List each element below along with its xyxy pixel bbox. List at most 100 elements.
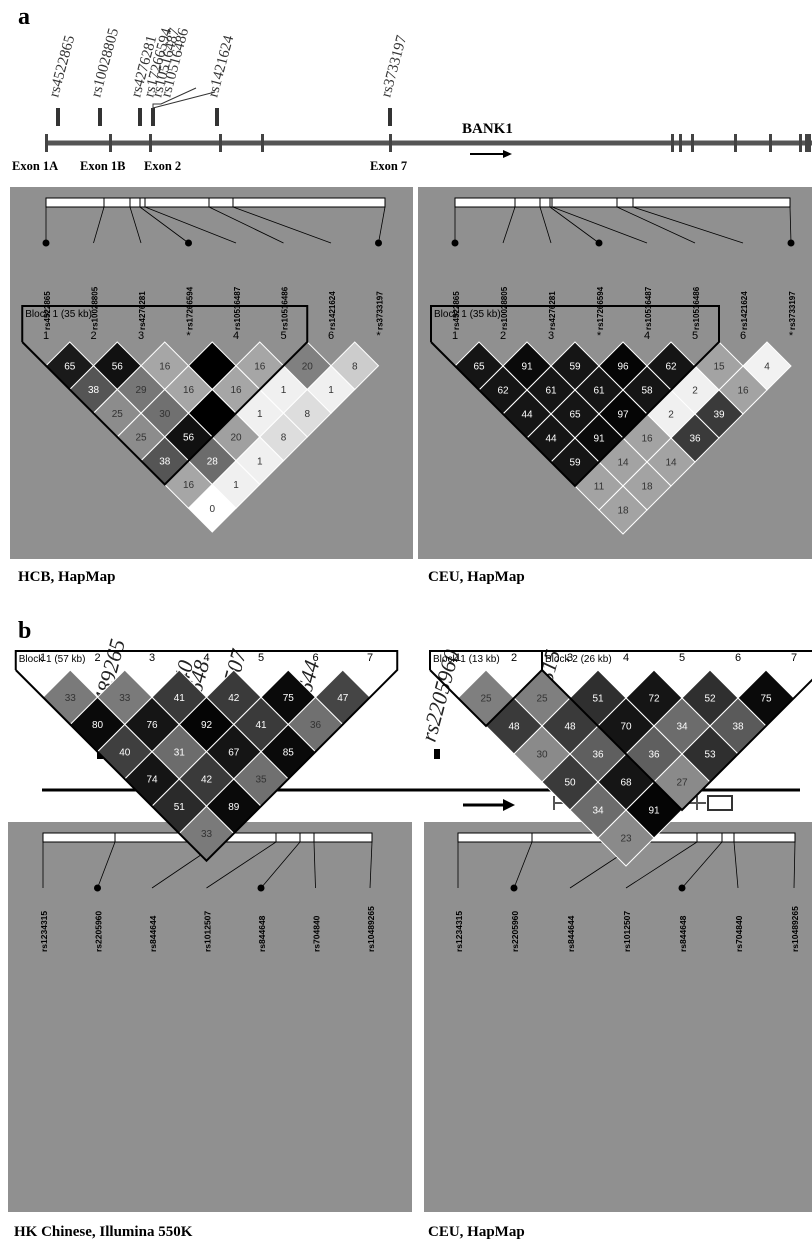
column-index: 6 — [740, 330, 746, 342]
ld-value: 48 — [564, 722, 576, 733]
exon-label: Exon 7 — [370, 159, 407, 173]
exon-label: Exon 1A — [12, 159, 58, 173]
snp-name: rs4522865 — [452, 291, 461, 330]
snp-leader — [206, 841, 277, 889]
exon-mark — [805, 134, 808, 152]
snp-name: rs17266594 — [186, 286, 195, 330]
snp-label: rs1421624 — [205, 33, 237, 99]
snp-leader — [313, 841, 316, 889]
ld-value: 62 — [497, 386, 509, 397]
ld-value: 34 — [592, 806, 604, 817]
ld-value: 18 — [641, 482, 653, 493]
chromosome-bar — [45, 197, 386, 208]
ld-value: 36 — [592, 750, 604, 761]
snp-name: rs2205960 — [510, 911, 520, 952]
block-label: Block 1 (35 kb) — [434, 309, 501, 320]
snp-leader — [232, 206, 332, 244]
tag-snp-dot — [451, 239, 459, 247]
ld-value: 96 — [617, 362, 629, 373]
column-index: 3 — [138, 330, 144, 342]
ld-value: 42 — [201, 775, 213, 786]
exon-mark — [799, 134, 802, 152]
snp-leader — [208, 206, 284, 244]
tag-snp-dot — [257, 884, 265, 892]
tag-snp-dot — [678, 884, 686, 892]
column-index: * — [597, 330, 602, 342]
haplotype-block-outline — [541, 650, 812, 812]
ld-value: 36 — [689, 434, 701, 445]
ld-value: 38 — [159, 456, 171, 467]
snp-name: rs4522865 — [43, 291, 52, 330]
tag-snp-dot — [510, 884, 518, 892]
caption-hcb: HCB, HapMap — [18, 569, 116, 585]
ld-value: 33 — [119, 693, 131, 704]
ld-value: 61 — [545, 386, 557, 397]
haplotype-block-outline — [14, 650, 399, 863]
ld-value: 30 — [536, 750, 548, 761]
ld-value: 51 — [592, 694, 604, 705]
exon-mark — [45, 134, 48, 152]
column-index: 1 — [455, 652, 461, 664]
ld-value: 15 — [713, 362, 725, 373]
snp-leader — [378, 206, 386, 244]
snp-leader — [789, 206, 792, 244]
ld-value: 16 — [254, 361, 266, 372]
snp-leader — [539, 206, 552, 244]
snp-name: rs704840 — [312, 915, 322, 952]
ld-value: 2 — [692, 386, 698, 397]
tag-snp-dot — [595, 239, 603, 247]
ld-value: 89 — [228, 802, 240, 813]
ld-value: 50 — [564, 778, 576, 789]
block-label: Block 1 (13 kb) — [433, 654, 500, 665]
ld-value: 80 — [92, 720, 104, 731]
exon-label: Exon 2 — [144, 159, 181, 173]
tag-snp-dot — [185, 239, 192, 247]
ld-cell — [187, 483, 237, 533]
column-index: 5 — [679, 652, 685, 664]
snp-marker — [98, 108, 102, 126]
column-index: 5 — [280, 330, 286, 342]
exon-mark — [734, 134, 737, 152]
ld-value: 41 — [174, 693, 186, 704]
snp-name: rs1234315 — [39, 911, 49, 952]
utr-box — [707, 795, 733, 811]
ld-value: 34 — [676, 722, 688, 733]
snp-leader — [513, 841, 533, 889]
exon-mark — [389, 134, 392, 152]
column-index: * — [186, 330, 191, 342]
column-index: 6 — [312, 652, 318, 664]
ld-value: 0 — [209, 504, 215, 515]
ld-value: 75 — [283, 693, 295, 704]
snp-leader — [625, 841, 698, 889]
ld-value: 41 — [255, 720, 267, 731]
ld-value: 2 — [668, 410, 674, 421]
column-index: 4 — [233, 330, 239, 342]
snp-name: rs844644 — [566, 915, 576, 952]
tag-snp-dot — [94, 884, 101, 892]
snp-name: rs704840 — [734, 915, 744, 952]
snp-name: rs1012507 — [622, 911, 632, 952]
ld-value: 74 — [146, 775, 158, 786]
snp-marker — [151, 108, 155, 126]
ld-value: 8 — [352, 361, 358, 372]
panel-a-label: a — [18, 4, 30, 30]
snp-leader — [549, 206, 600, 244]
column-index: 1 — [452, 330, 458, 342]
exon-mark — [671, 134, 674, 152]
gene-name: BANK1 — [462, 121, 513, 137]
ld-value: 56 — [183, 433, 195, 444]
ld-value: 72 — [648, 694, 660, 705]
ld-value: 23 — [620, 834, 632, 845]
ld-value: 33 — [65, 693, 77, 704]
ld-panel — [424, 822, 812, 1212]
snp-name: rs10516487 — [644, 286, 653, 330]
column-index: 1 — [40, 652, 46, 664]
block-label: Block 1 (57 kb) — [19, 654, 86, 665]
ld-value: 27 — [676, 778, 688, 789]
snp-label: rs3733197 — [378, 33, 410, 99]
column-index: 4 — [644, 330, 650, 342]
ld-value: 1 — [233, 480, 239, 491]
ld-value: 28 — [207, 456, 219, 467]
ld-value: 35 — [255, 775, 267, 786]
ld-value: 62 — [665, 362, 677, 373]
